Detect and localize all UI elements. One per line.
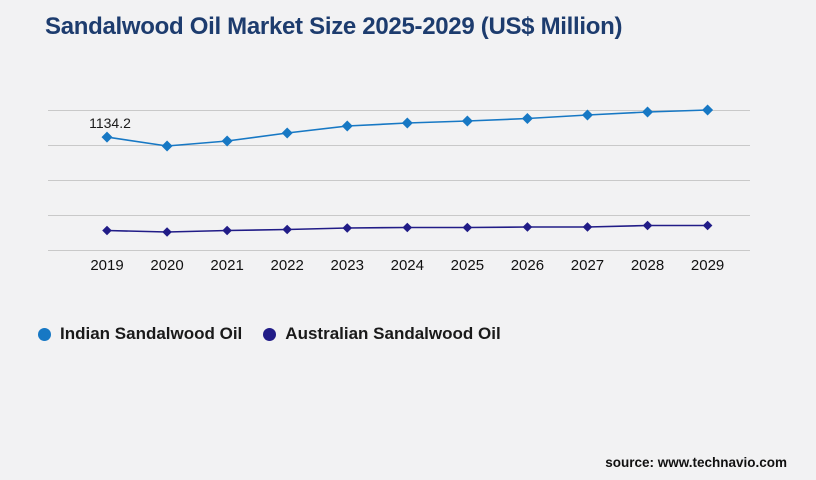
x-axis-label: 2020 [150,257,183,274]
data-point-marker [522,222,533,232]
x-axis-label: 2024 [391,257,424,274]
x-axis-label: 2027 [571,257,604,274]
data-label: 1134.2 [89,115,131,131]
data-point-marker [282,224,292,235]
data-point-marker [342,223,353,233]
legend-item-australian-sandalwood-oil: Australian Sandalwood Oil [263,324,501,344]
x-axis-label: 2021 [210,257,243,274]
line-chart-canvas: 2019 2020 2021 2022 2023 2024 2025 2026 2027 2028… [48,104,750,274]
data-point-marker [341,120,353,132]
chart-title: Sandalwood Oil Market Size 2025-2029 (US… [45,13,623,40]
chart-legend: Indian Sandalwood Oil Australian Sandalw… [38,324,501,344]
x-axis-label: 2023 [331,257,364,274]
data-point-marker [462,222,473,233]
data-point-marker [582,222,593,232]
data-point-marker [521,113,533,124]
data-point-marker [101,131,113,143]
legend-marker-indian-icon [38,327,51,341]
data-point-marker [461,115,473,127]
data-point-marker [162,227,172,237]
data-point-marker [221,135,233,147]
x-axis-label: 2022 [270,257,303,274]
data-point-marker [401,117,413,129]
x-axis-label: 2019 [90,257,123,274]
market-size-line-chart: 2019 2020 2021 2022 2023 2024 2025 2026 2027 2028… [40,88,784,284]
data-point-marker [702,104,714,116]
data-point-marker [402,222,413,233]
legend-item-indian-sandalwood-oil: Indian Sandalwood Oil [38,324,242,344]
data-point-marker [702,220,713,231]
x-axis-label: 2025 [451,257,484,274]
data-point-marker [222,225,232,236]
data-point-marker [581,109,593,121]
legend-label: Indian Sandalwood Oil [60,324,243,343]
source-credit: source: www.technavio.com [605,455,787,470]
data-point-marker [102,225,112,236]
x-axis-label: 2028 [631,257,664,274]
x-axis-label: 2029 [691,257,724,274]
x-axis-label: 2026 [511,257,544,274]
data-point-marker [642,106,654,118]
legend-label: Australian Sandalwood Oil [285,324,501,343]
data-point-marker [281,127,293,139]
legend-marker-australian-icon [263,327,277,341]
data-point-marker [642,220,653,231]
data-point-marker [161,140,173,152]
